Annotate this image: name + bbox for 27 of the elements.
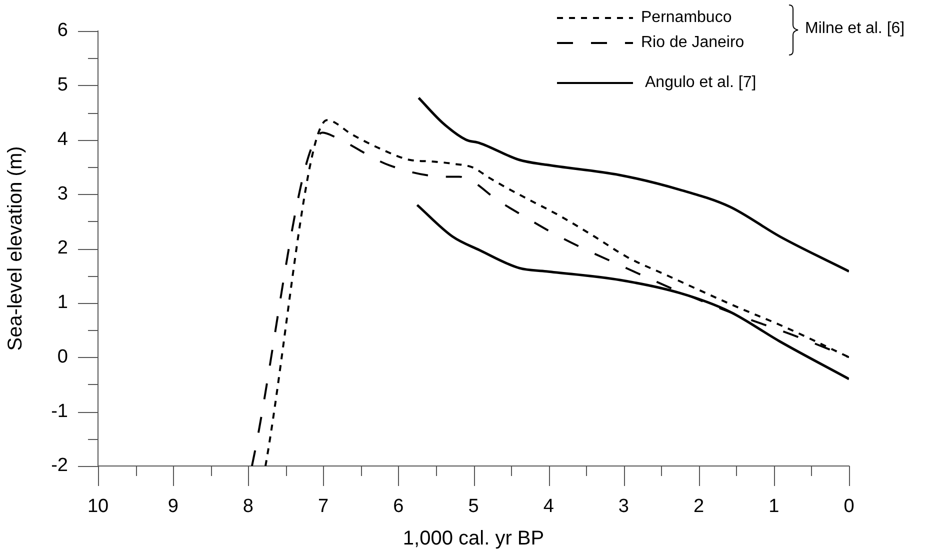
x-tick-label: 7	[318, 496, 329, 518]
x-tick-label: 1	[768, 496, 780, 518]
x-tick-label: 2	[694, 496, 704, 518]
legend-label: Pernambuco	[641, 9, 732, 27]
y-tick-label: 3	[57, 183, 68, 204]
line-series	[417, 96, 849, 273]
x-tick-label: 9	[168, 496, 178, 518]
y-tick-label: -1	[51, 400, 68, 422]
y-tick-label: 2	[57, 238, 68, 259]
x-tick-label: 6	[393, 496, 404, 518]
legend-label: Rio de Janeiro	[641, 34, 744, 52]
x-tick-label: 5	[468, 496, 479, 518]
y-tick-label: 5	[57, 74, 68, 96]
x-tick-label: 10	[87, 496, 109, 518]
y-axis-title: Sea-level elevation (m)	[4, 146, 27, 351]
y-tick-label: 0	[57, 346, 68, 368]
x-tick-label: 3	[618, 496, 629, 518]
x-axis-title: 1,000 cal. yr BP	[402, 528, 544, 550]
y-tick-label: -2	[51, 455, 68, 476]
y-tick-label: 6	[57, 20, 68, 42]
x-tick-label: 8	[242, 496, 254, 518]
y-tick-label: 4	[57, 128, 68, 150]
legend-label: Angulo et al. [7]	[645, 74, 756, 92]
x-tick-label: 0	[844, 496, 854, 518]
annotation: Milne et al. [6]	[805, 20, 905, 38]
x-tick-label: 4	[543, 496, 554, 518]
y-tick-label: 1	[57, 292, 68, 314]
